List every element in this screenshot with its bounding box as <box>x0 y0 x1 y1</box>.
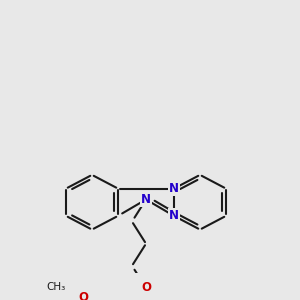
Text: O: O <box>141 281 151 294</box>
Text: O: O <box>79 291 89 300</box>
Text: N: N <box>169 209 179 222</box>
Text: N: N <box>141 193 151 206</box>
Text: N: N <box>169 182 179 195</box>
Text: CH₃: CH₃ <box>47 282 66 292</box>
